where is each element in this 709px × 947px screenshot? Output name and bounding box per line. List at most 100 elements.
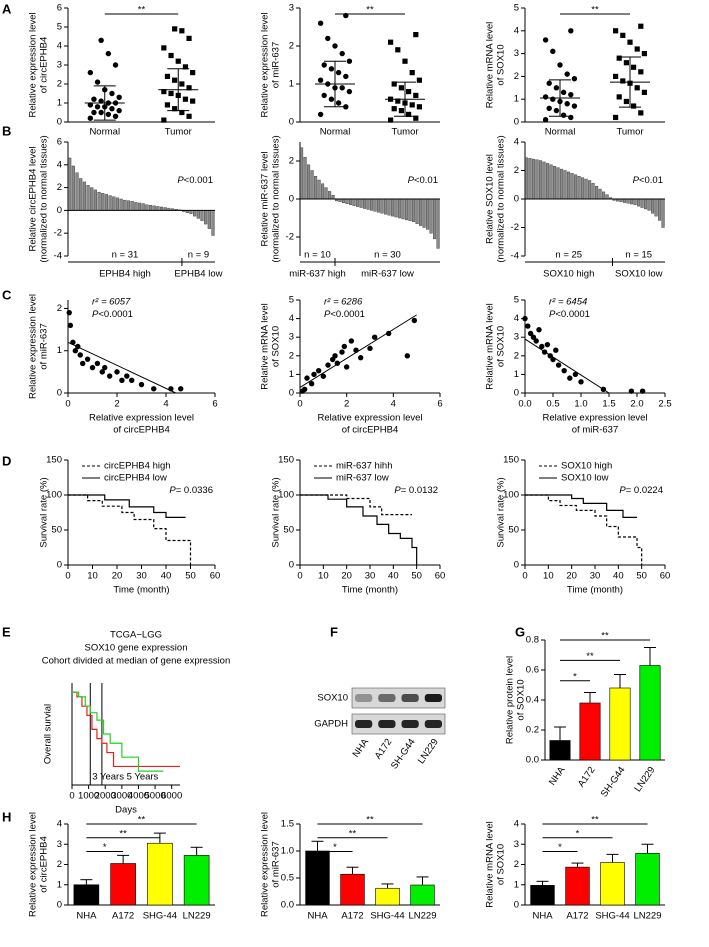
bar (546, 163, 550, 200)
data-point (631, 64, 637, 70)
data-point (343, 73, 349, 80)
p-label: P (633, 175, 640, 186)
data-point (533, 338, 539, 344)
significance-label: * (103, 842, 107, 853)
bar (340, 873, 365, 906)
p-label: P (619, 485, 626, 496)
y-tick-label: 3 (57, 839, 62, 850)
bar (415, 198, 419, 224)
x-tick-label: 6 (437, 399, 442, 410)
bar (658, 198, 662, 221)
data-point (367, 345, 373, 352)
x-tick-label: 4 (163, 399, 168, 410)
data-point (138, 381, 145, 388)
bar (321, 183, 325, 200)
bar (349, 198, 353, 205)
y-tick-label: 0 (514, 194, 519, 205)
y-tick-label: 0 (289, 194, 294, 205)
data-point (613, 73, 619, 79)
x-tick-label: 1.5 (602, 399, 615, 410)
p-value-text: P<0.01 (408, 175, 438, 186)
data-point (119, 377, 125, 384)
x-tick-label: 6 (212, 399, 217, 410)
survival-curve (300, 494, 418, 565)
bar (539, 160, 543, 200)
data-point (388, 117, 394, 123)
x-tick-label: 10 (87, 571, 98, 582)
data-point (190, 70, 196, 76)
x-tick-label: 2 (114, 399, 119, 410)
y-tick-label: -4 (54, 251, 62, 262)
p-value: <0.0001 (330, 309, 365, 320)
x-tick-label: 0 (297, 399, 302, 410)
x-tick-label: Tumor (165, 127, 192, 138)
data-point (98, 98, 104, 104)
bar (644, 198, 648, 210)
bar (579, 702, 601, 761)
x-tick-label: 30 (590, 571, 601, 582)
data-point (172, 26, 178, 32)
blot-strip (351, 687, 446, 709)
bar (352, 198, 356, 206)
bar (408, 198, 412, 222)
bar (598, 188, 602, 200)
data-point (164, 102, 171, 108)
bar (119, 198, 123, 211)
y-tick-label: 150 (503, 455, 519, 466)
data-point (555, 362, 562, 368)
x-tick-label: Normal (89, 127, 120, 138)
data-point (161, 45, 167, 51)
chart-title: TCGA−LGG (110, 630, 162, 641)
blot-band (424, 694, 442, 702)
y-tick-label: 100 (46, 490, 62, 501)
blot-band (401, 720, 419, 728)
group-name: miR-637 low (361, 269, 414, 280)
data-point (91, 96, 97, 102)
bar (525, 157, 529, 200)
lane-label: LN229 (416, 737, 441, 766)
x-tick-label: SHG-44 (595, 911, 629, 922)
bar (647, 198, 651, 211)
y-tick-label: 150 (278, 455, 294, 466)
y-axis-label: Relative protein level (505, 656, 516, 744)
data-point (398, 108, 404, 114)
data-point (404, 353, 411, 359)
bar (305, 850, 330, 906)
y-tick-label: 4 (57, 41, 62, 52)
bar (359, 198, 363, 208)
y-tick-label: 0 (514, 388, 519, 399)
y-tick-label: 0.0 (526, 755, 539, 766)
x-tick-label: 3000 (111, 791, 132, 802)
fit-line (524, 338, 610, 394)
p-value-text: P<0.0001 (549, 309, 590, 320)
bar (82, 181, 86, 211)
data-point (332, 353, 338, 359)
significance-label: ** (601, 631, 609, 642)
data-point (112, 62, 119, 68)
data-point (84, 356, 91, 362)
data-point (106, 373, 113, 379)
bar (602, 191, 606, 200)
data-point (94, 360, 101, 367)
data-point (413, 92, 419, 98)
x-tick-label: 0 (69, 791, 74, 802)
x-tick-label: 1000 (78, 791, 99, 802)
legend-label: SOX10 high (561, 461, 612, 472)
x-tick-label: LN229 (632, 765, 657, 794)
y-axis-label: of SOX10 (271, 326, 282, 367)
bar (375, 887, 400, 906)
y-axis-label: Relative expression level (260, 812, 271, 917)
bar (363, 198, 367, 209)
p-value-text: P<0.0001 (92, 309, 133, 320)
bar (637, 198, 641, 207)
bar (574, 174, 578, 200)
p-value-text: P= 0.0224 (619, 485, 663, 496)
y-axis-label: Relative mRNA level (485, 303, 496, 390)
y-tick-label: 3 (514, 332, 519, 343)
y-tick-label: 50 (51, 525, 62, 536)
y-tick-label: 1 (57, 879, 62, 890)
data-point (186, 85, 192, 91)
lane-label: SH-G44 (389, 737, 418, 771)
data-point (89, 364, 96, 371)
bar (530, 885, 555, 906)
